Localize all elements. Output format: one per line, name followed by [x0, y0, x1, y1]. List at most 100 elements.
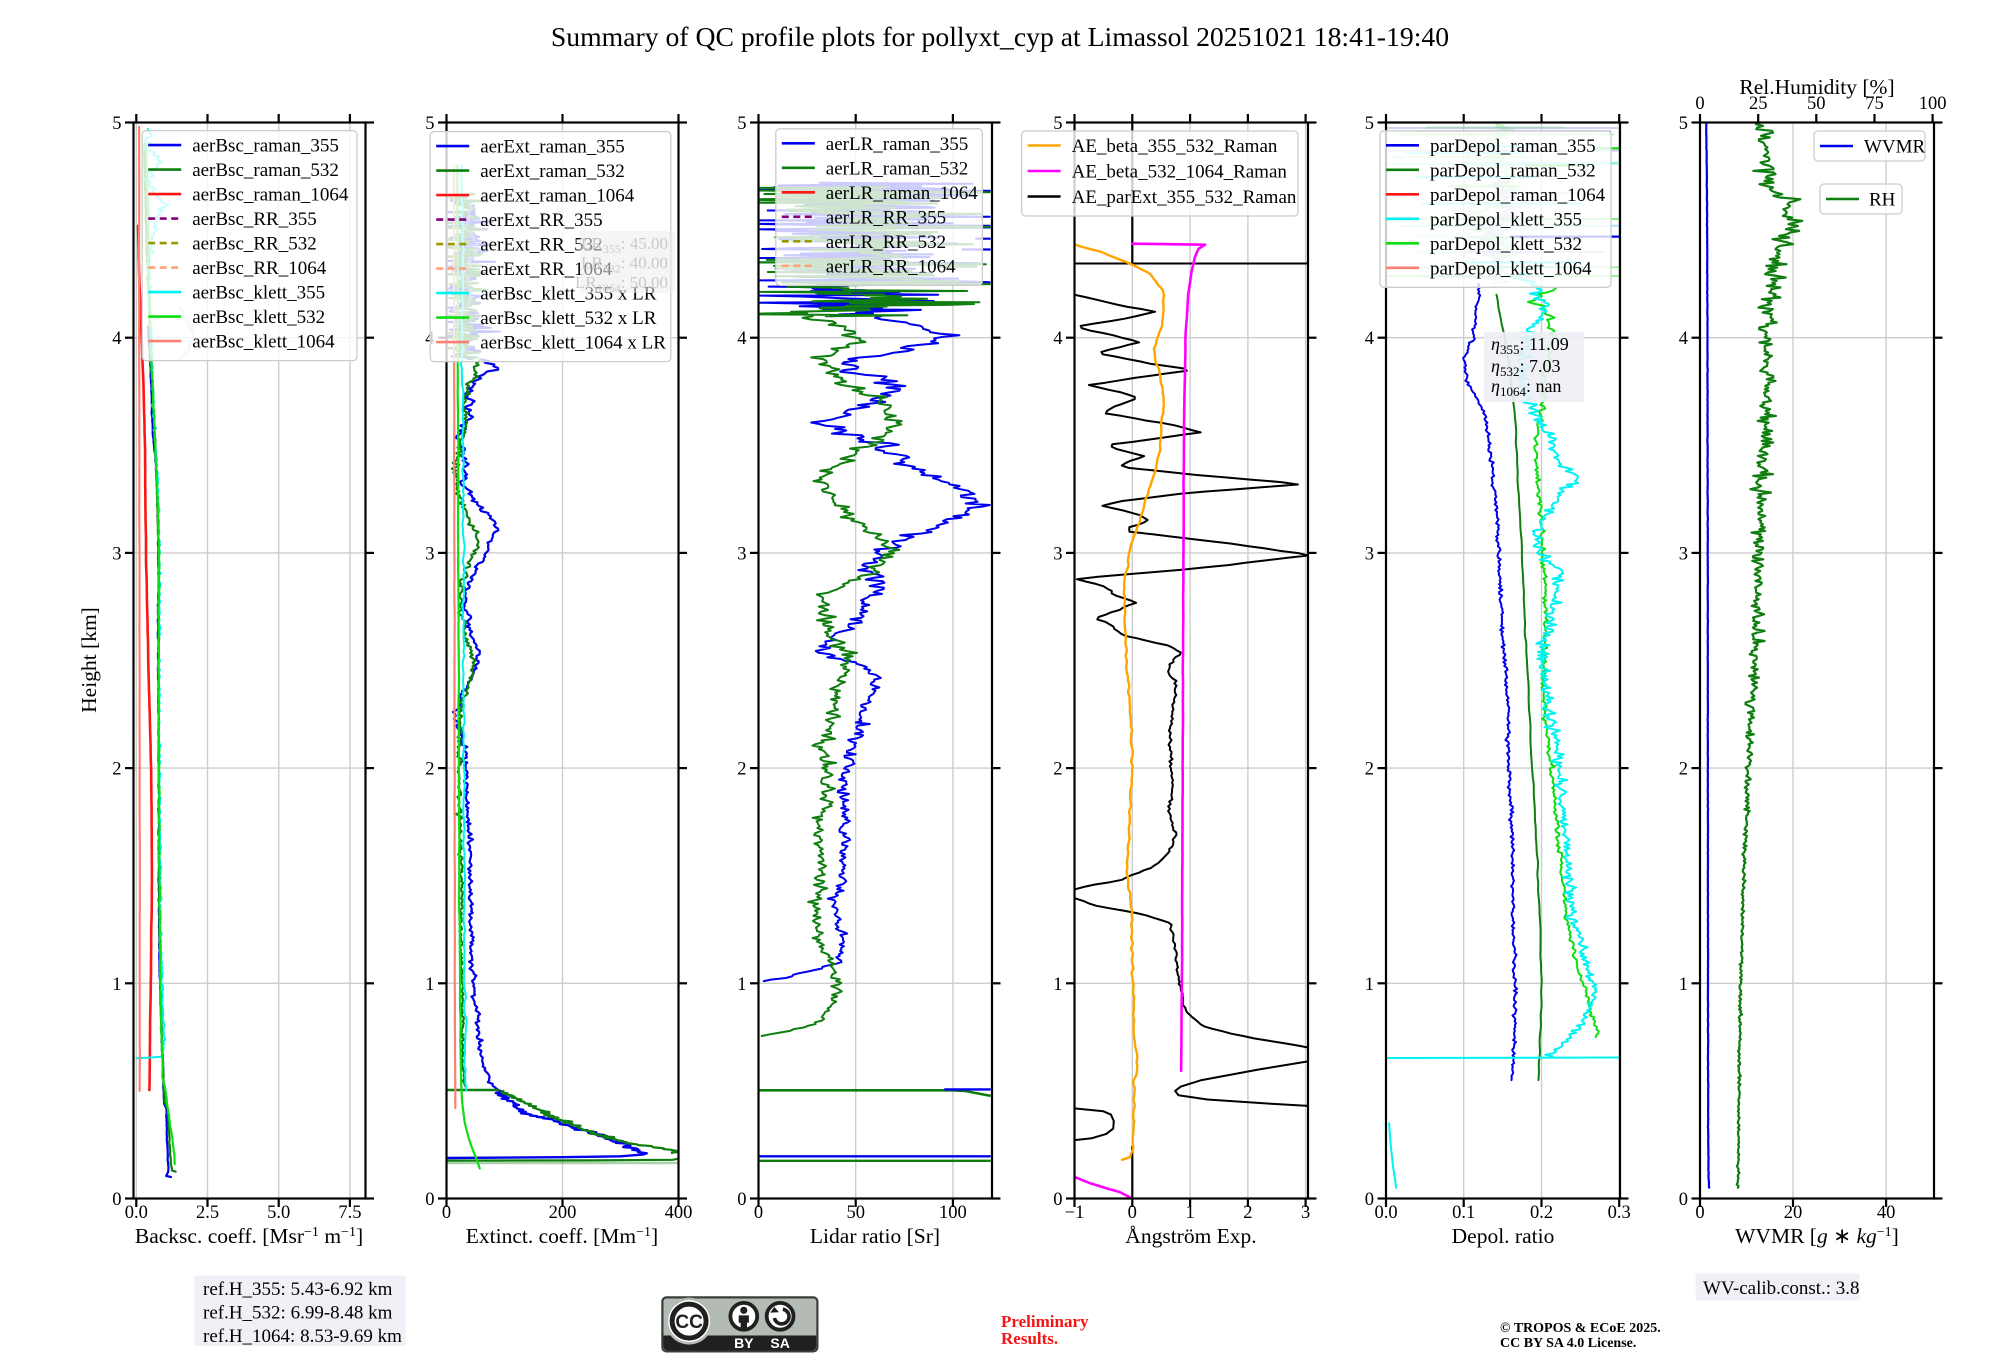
svg-text:1: 1 [1053, 975, 1062, 995]
svg-text:aerBsc_klett_1064: aerBsc_klett_1064 [192, 332, 335, 353]
svg-text:0: 0 [1053, 1190, 1062, 1210]
svg-text:0: 0 [1365, 1190, 1374, 1210]
svg-text:1: 1 [112, 975, 121, 995]
svg-text:ref.H_532: 6.99-8.48 km: ref.H_532: 6.99-8.48 km [203, 1303, 393, 1324]
svg-text:WVMR [g ∗ kg−1]: WVMR [g ∗ kg−1] [1735, 1224, 1899, 1248]
svg-text:aerBsc_RR_532: aerBsc_RR_532 [192, 234, 317, 255]
svg-text:100: 100 [1919, 94, 1947, 114]
svg-text:BY: BY [734, 1335, 754, 1351]
svg-text:aerLR_raman_532: aerLR_raman_532 [826, 158, 968, 179]
svg-text:−1: −1 [1065, 1203, 1085, 1223]
svg-text:parDepol_klett_532: parDepol_klett_532 [1430, 234, 1582, 255]
svg-text:1: 1 [1679, 975, 1688, 995]
svg-text:Summary of QC profile plots fo: Summary of QC profile plots for pollyxt_… [551, 21, 1449, 52]
svg-text:η1064: nan: η1064: nan [1491, 376, 1561, 399]
svg-text:aerLR_RR_532: aerLR_RR_532 [826, 232, 946, 253]
svg-text:Lidar ratio [Sr]: Lidar ratio [Sr] [810, 1224, 940, 1248]
svg-text:aerExt_raman_355: aerExt_raman_355 [480, 137, 625, 158]
svg-text:0: 0 [1128, 1203, 1137, 1223]
svg-text:ref.H_1064: 8.53-9.69 km: ref.H_1064: 8.53-9.69 km [203, 1326, 402, 1347]
svg-text:40: 40 [1877, 1203, 1896, 1223]
svg-text:Results.: Results. [1001, 1329, 1058, 1348]
svg-text:50: 50 [846, 1203, 865, 1223]
svg-text:WVMR: WVMR [1864, 137, 1926, 158]
svg-text:4: 4 [1365, 329, 1374, 349]
svg-text:η532: 7.03: η532: 7.03 [1491, 356, 1560, 379]
svg-text:0.2: 0.2 [1530, 1203, 1553, 1223]
svg-text:4: 4 [1053, 329, 1062, 349]
svg-text:0: 0 [442, 1203, 451, 1223]
svg-text:CC: CC [675, 1312, 703, 1333]
svg-text:7.5: 7.5 [338, 1203, 361, 1223]
svg-text:2: 2 [1679, 760, 1688, 780]
svg-text:20: 20 [1784, 1203, 1803, 1223]
svg-text:1: 1 [1185, 1203, 1194, 1223]
svg-text:4: 4 [1679, 329, 1688, 349]
svg-text:5: 5 [1365, 114, 1374, 134]
svg-text:aerExt_RR_355: aerExt_RR_355 [480, 210, 602, 231]
svg-text:SA: SA [770, 1335, 789, 1351]
svg-text:AE_parExt_355_532_Raman: AE_parExt_355_532_Raman [1072, 187, 1297, 208]
svg-text:0: 0 [1679, 1190, 1688, 1210]
svg-text:Preliminary: Preliminary [1001, 1312, 1089, 1331]
svg-text:5: 5 [1053, 114, 1062, 134]
svg-text:aerExt_RR_532: aerExt_RR_532 [480, 235, 602, 256]
svg-text:2: 2 [737, 760, 746, 780]
svg-text:100: 100 [939, 1203, 967, 1223]
svg-text:5: 5 [112, 114, 121, 134]
svg-text:0: 0 [737, 1190, 746, 1210]
svg-text:Rel.Humidity [%]: Rel.Humidity [%] [1739, 75, 1894, 99]
svg-text:aerLR_RR_355: aerLR_RR_355 [826, 207, 946, 228]
svg-text:0.0: 0.0 [125, 1203, 148, 1223]
svg-text:75: 75 [1865, 94, 1884, 114]
svg-text:aerBsc_RR_355: aerBsc_RR_355 [192, 209, 317, 230]
svg-text:aerBsc_raman_355: aerBsc_raman_355 [192, 136, 339, 157]
svg-text:© TROPOS & ECoE 2025.: © TROPOS & ECoE 2025. [1500, 1321, 1661, 1336]
svg-text:5: 5 [425, 114, 434, 134]
svg-text:2: 2 [425, 760, 434, 780]
svg-text:aerLR_RR_1064: aerLR_RR_1064 [826, 256, 956, 277]
svg-text:aerBsc_klett_532: aerBsc_klett_532 [192, 307, 325, 328]
svg-text:aerBsc_klett_532 x LR: aerBsc_klett_532 x LR [480, 308, 657, 329]
svg-text:0: 0 [112, 1190, 121, 1210]
svg-text:RH: RH [1869, 190, 1896, 211]
svg-text:AE_beta_355_532_Raman: AE_beta_355_532_Raman [1072, 136, 1278, 157]
svg-text:50: 50 [1807, 94, 1826, 114]
svg-text:25: 25 [1749, 94, 1768, 114]
svg-text:0: 0 [425, 1190, 434, 1210]
svg-text:parDepol_raman_355: parDepol_raman_355 [1430, 136, 1596, 157]
svg-text:0.0: 0.0 [1374, 1203, 1397, 1223]
svg-text:5: 5 [1679, 114, 1688, 134]
svg-text:parDepol_raman_532: parDepol_raman_532 [1430, 160, 1596, 181]
svg-text:2: 2 [1053, 760, 1062, 780]
svg-text:Ångström Exp.: Ångström Exp. [1125, 1224, 1256, 1248]
svg-text:Extinct. coeff. [Mm−1]: Extinct. coeff. [Mm−1] [466, 1224, 658, 1248]
svg-text:3: 3 [1053, 544, 1062, 564]
svg-text:5.0: 5.0 [267, 1203, 290, 1223]
svg-text:CC BY SA 4.0 License.: CC BY SA 4.0 License. [1500, 1336, 1636, 1351]
svg-text:0: 0 [754, 1203, 763, 1223]
svg-text:2: 2 [1243, 1203, 1252, 1223]
svg-text:LR1064: 50.00: LR1064: 50.00 [575, 273, 668, 295]
svg-text:AE_beta_532_1064_Raman: AE_beta_532_1064_Raman [1072, 162, 1288, 183]
svg-text:aerLR_raman_1064: aerLR_raman_1064 [826, 183, 978, 204]
svg-text:0: 0 [1695, 94, 1704, 114]
svg-text:5: 5 [737, 114, 746, 134]
svg-text:0.3: 0.3 [1608, 1203, 1631, 1223]
svg-text:Depol. ratio: Depol. ratio [1452, 1224, 1555, 1248]
svg-text:parDepol_klett_355: parDepol_klett_355 [1430, 209, 1582, 230]
svg-text:1: 1 [1365, 975, 1374, 995]
svg-text:2.5: 2.5 [196, 1203, 219, 1223]
svg-text:2: 2 [1365, 760, 1374, 780]
svg-text:aerBsc_raman_1064: aerBsc_raman_1064 [192, 185, 349, 206]
svg-text:3: 3 [1679, 544, 1688, 564]
svg-text:aerExt_RR_1064: aerExt_RR_1064 [480, 259, 612, 280]
svg-text:parDepol_klett_1064: parDepol_klett_1064 [1430, 258, 1592, 279]
svg-text:Height [km]: Height [km] [77, 607, 101, 713]
svg-text:0.1: 0.1 [1452, 1203, 1475, 1223]
svg-text:3: 3 [1301, 1203, 1310, 1223]
svg-text:3: 3 [737, 544, 746, 564]
svg-text:aerBsc_RR_1064: aerBsc_RR_1064 [192, 258, 327, 279]
svg-text:1: 1 [425, 975, 434, 995]
svg-text:0: 0 [1695, 1203, 1704, 1223]
